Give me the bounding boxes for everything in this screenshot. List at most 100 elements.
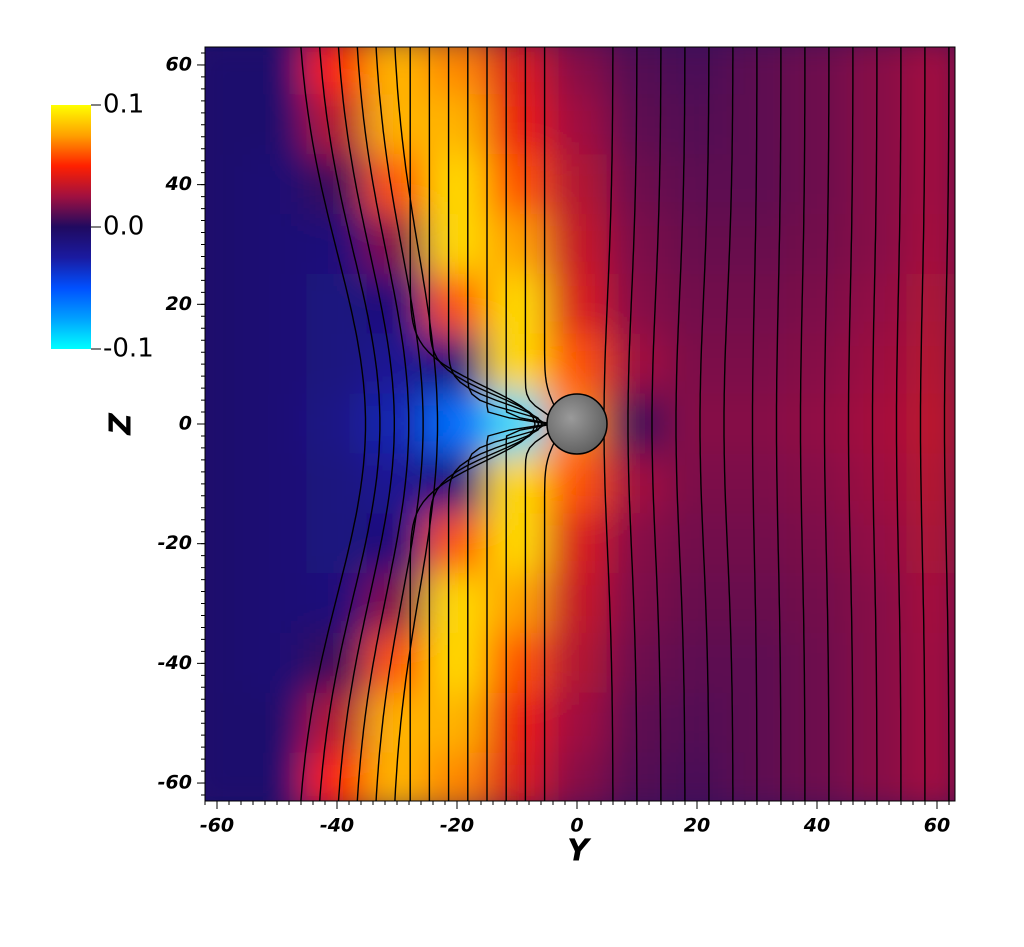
field-line (943, 47, 950, 801)
heat-cell (246, 692, 308, 754)
heat-cell (546, 752, 608, 801)
heat-cell (786, 453, 848, 515)
heat-cell (786, 273, 848, 335)
heat-cell (246, 752, 308, 801)
heat-cell (205, 94, 248, 156)
heat-cell (726, 453, 788, 515)
x-axis-label: Y (567, 834, 592, 869)
colorbar-tick-label: 0.0 (103, 212, 144, 242)
heat-cell (246, 513, 308, 575)
field-line (356, 47, 410, 801)
x-tick-label: 40 (803, 815, 830, 837)
heat-cell (205, 154, 248, 216)
heat-cell (486, 154, 548, 216)
heat-cell (606, 333, 668, 395)
heat-cell (546, 273, 608, 335)
heat-cell (306, 273, 368, 335)
heat-cell (205, 752, 248, 801)
heat-cell (666, 333, 728, 395)
y-tick-label: 0 (179, 413, 192, 435)
heat-cell (246, 214, 308, 275)
heat-cell (426, 273, 488, 335)
field-line (300, 47, 367, 801)
x-tick-label: -40 (320, 815, 354, 837)
heat-cell (205, 632, 248, 694)
x-tick-label: 60 (924, 815, 950, 837)
heat-cell (205, 453, 248, 515)
heat-cell (246, 154, 308, 216)
heat-cell (306, 154, 368, 216)
heat-cell (426, 47, 488, 96)
heat-cell (666, 154, 728, 216)
field-line (627, 47, 638, 801)
heat-cell (906, 94, 955, 156)
heat-cell (726, 393, 788, 455)
heat-cell (486, 513, 548, 575)
y-tick-label: -60 (158, 772, 192, 794)
heat-cell (426, 752, 488, 801)
heat-cell (786, 752, 848, 801)
heat-cell (246, 632, 308, 694)
heat-cell (426, 214, 488, 275)
heat-cell (366, 393, 428, 455)
heat-cell (726, 333, 788, 395)
heat-cell (306, 214, 368, 275)
heat-cell (366, 632, 428, 694)
field-line (375, 47, 424, 801)
heat-cell (546, 573, 608, 634)
field-line (651, 47, 662, 801)
field-line (723, 47, 734, 801)
heat-cell (546, 513, 608, 575)
x-tick-label: 0 (570, 815, 583, 837)
heat-cell (306, 692, 368, 754)
heat-cell (546, 47, 608, 96)
field-line (823, 47, 830, 801)
heat-cell (546, 214, 608, 275)
field (205, 47, 955, 801)
field-line (751, 47, 758, 801)
heat-cell (205, 47, 248, 96)
heat-cell (366, 94, 428, 156)
heat-cell (666, 453, 728, 515)
heat-cell (205, 214, 248, 275)
heat-cell (486, 94, 548, 156)
heat-cell (246, 453, 308, 515)
heat-cell (546, 692, 608, 754)
heat-cell (786, 154, 848, 216)
heat-cell (486, 273, 548, 335)
heat-cell (846, 573, 908, 634)
heat-cell (606, 273, 668, 335)
heat-cell (205, 513, 248, 575)
heat-cell (246, 573, 308, 634)
heat-cell (906, 47, 955, 96)
heat-cell (786, 94, 848, 156)
field-line (318, 47, 381, 801)
x-tick-label: 20 (684, 815, 710, 837)
y-tick-label: 40 (165, 173, 192, 195)
heat-cell (906, 333, 955, 395)
heat-cell (246, 273, 308, 335)
heat-cell (486, 632, 548, 694)
heat-cell (786, 333, 848, 395)
heat-cell (205, 273, 248, 335)
y-tick-label: 60 (166, 53, 192, 75)
heat-cell (486, 214, 548, 275)
field-line (394, 47, 439, 801)
heat-cell (786, 513, 848, 575)
heat-cell (846, 214, 908, 275)
heat-cell (666, 513, 728, 575)
heat-cell (906, 752, 955, 801)
heat-cell (906, 692, 955, 754)
heat-cell (906, 393, 955, 455)
heat-cell (306, 632, 368, 694)
heat-cell (666, 214, 728, 275)
y-tick-label: -20 (158, 532, 192, 554)
heat-cell (205, 333, 248, 395)
heat-cell (606, 393, 668, 455)
field-line (775, 47, 782, 801)
heat-cell (426, 393, 488, 455)
heat-cell (486, 333, 548, 395)
heat-cell (246, 94, 308, 156)
heat-cell (666, 632, 728, 694)
